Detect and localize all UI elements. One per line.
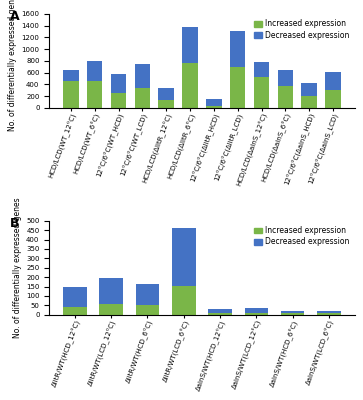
Bar	[63, 70, 79, 82]
Bar	[182, 63, 198, 108]
Bar	[158, 88, 174, 100]
Bar	[206, 99, 221, 106]
Bar	[136, 284, 159, 305]
Bar	[245, 313, 268, 315]
Bar	[317, 311, 341, 313]
Bar	[301, 83, 317, 96]
Bar	[99, 278, 123, 304]
Bar	[172, 286, 196, 315]
Bar	[63, 82, 79, 108]
Bar	[325, 72, 341, 90]
Text: A: A	[9, 10, 19, 23]
Bar	[230, 31, 245, 67]
Bar	[325, 90, 341, 108]
Bar	[281, 313, 305, 315]
Bar	[254, 62, 269, 77]
Bar	[281, 311, 305, 313]
Y-axis label: No. of differentially expressed genes: No. of differentially expressed genes	[13, 198, 22, 338]
Bar	[99, 304, 123, 315]
Bar	[206, 106, 221, 108]
Bar	[230, 67, 245, 108]
Bar	[111, 74, 126, 93]
Bar	[254, 77, 269, 108]
Bar	[135, 64, 150, 88]
Bar	[182, 28, 198, 63]
Bar	[208, 313, 232, 315]
Bar	[135, 88, 150, 108]
Legend: Increased expression, Decreased expression: Increased expression, Decreased expressi…	[253, 18, 351, 41]
Bar	[63, 307, 87, 315]
Bar	[208, 309, 232, 313]
Bar	[87, 81, 102, 108]
Bar	[111, 93, 126, 108]
Bar	[278, 70, 293, 86]
Legend: Increased expression, Decreased expression: Increased expression, Decreased expressi…	[253, 225, 351, 248]
Bar	[245, 308, 268, 313]
Y-axis label: No. of differentially expressed genes: No. of differentially expressed genes	[8, 0, 17, 131]
Bar	[158, 100, 174, 108]
Bar	[278, 86, 293, 108]
Bar	[172, 228, 196, 286]
Bar	[136, 305, 159, 315]
Bar	[317, 313, 341, 315]
Bar	[301, 96, 317, 108]
Bar	[87, 62, 102, 81]
Bar	[63, 286, 87, 307]
Text: B: B	[9, 217, 19, 230]
